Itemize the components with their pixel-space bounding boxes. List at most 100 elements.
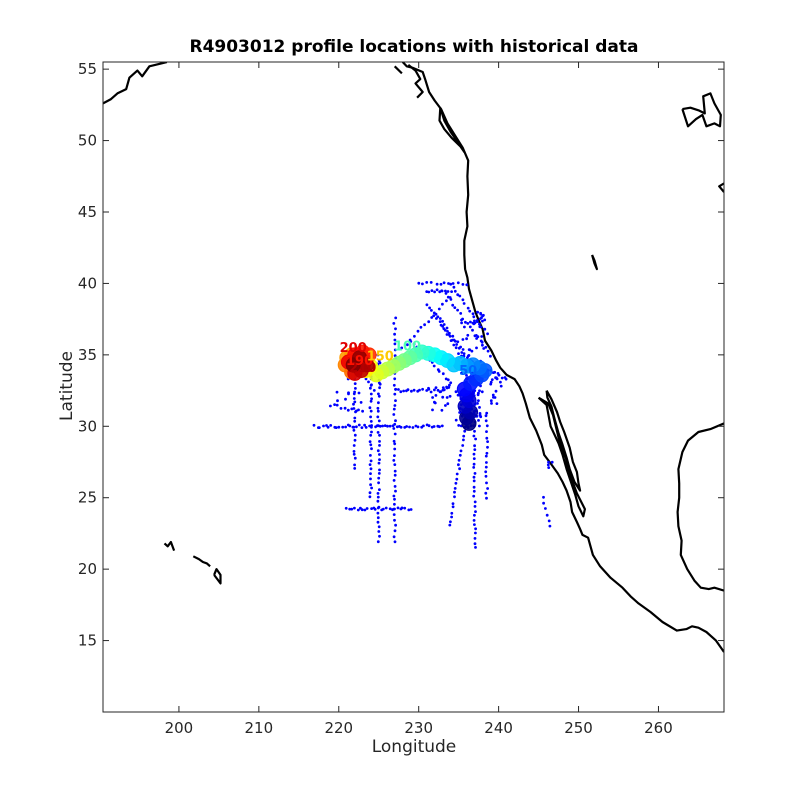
historical-point [393,507,396,511]
historical-point [376,409,380,413]
historical-point [425,389,429,392]
historical-point [448,394,452,398]
historical-point [437,370,441,373]
profile-number-label: 100 [394,340,421,355]
historical-point [491,393,495,397]
historical-point [353,467,357,470]
historical-point [392,427,396,430]
historical-point [394,419,397,423]
historical-point [442,323,446,326]
historical-point [416,329,420,333]
historical-point [418,388,421,392]
x-tick-label: 210 [245,719,274,737]
historical-point [383,424,387,427]
historical-point [368,406,372,410]
historical-point [441,319,444,323]
historical-point [394,489,397,493]
historical-point [381,507,385,511]
historical-point [377,424,380,428]
historical-point [434,386,438,389]
historical-point [394,327,397,331]
historical-point [425,290,429,293]
historical-point [478,406,481,409]
historical-point [376,516,380,520]
historical-point [360,426,364,429]
historical-point [386,424,389,428]
historical-point [465,337,468,341]
historical-point [376,499,380,503]
historical-point [378,361,382,365]
historical-point [473,444,476,448]
historical-point [329,404,332,408]
historical-point [454,346,458,350]
historical-point [416,425,420,429]
historical-point [463,325,466,329]
historical-point [483,318,487,322]
historical-point [438,320,442,323]
historical-point [333,403,336,406]
chart-title: R4903012 profile locations with historic… [189,37,638,57]
historical-point [433,290,436,294]
historical-point [353,506,356,510]
historical-point [486,332,489,336]
historical-point [370,447,373,451]
historical-point [456,340,460,344]
historical-point [479,415,483,419]
historical-point [393,377,397,381]
y-tick-label: 45 [78,203,97,221]
historical-point [446,402,450,406]
profile-marker [345,357,361,373]
profile-number-label: 150 [367,350,394,365]
historical-point [352,452,356,456]
historical-point [471,321,475,325]
historical-point [392,479,396,482]
historical-point [357,408,360,412]
historical-point [419,325,423,329]
historical-point [475,320,479,323]
historical-point [343,406,347,410]
historical-point [369,384,373,387]
historical-point [376,415,380,419]
historical-point [484,491,488,495]
historical-point [545,513,549,517]
historical-point [352,428,356,432]
historical-point [459,312,463,315]
historical-point [445,333,449,336]
historical-point [353,438,357,442]
historical-point [449,282,453,286]
historical-point [447,282,450,285]
historical-point [399,425,403,429]
historical-point [388,424,392,428]
historical-point [378,453,381,456]
historical-point [364,377,368,381]
historical-point [473,472,477,475]
historical-point [353,416,357,420]
historical-point [454,390,458,394]
historical-point [427,424,431,428]
historical-point [378,382,382,386]
historical-point [441,372,445,376]
historical-point [472,434,476,438]
historical-point [410,389,413,393]
historical-point [449,520,452,524]
historical-point [455,472,459,476]
historical-point [422,424,425,428]
historical-point [462,352,466,355]
x-tick-label: 220 [324,719,353,737]
historical-point [546,463,550,467]
historical-point [353,433,357,437]
historical-point [442,281,446,285]
historical-point [393,338,397,342]
historical-point [500,376,504,380]
historical-point [377,419,381,423]
historical-point [458,453,462,457]
historical-point [393,485,397,488]
historical-point [392,513,396,516]
historical-point [445,385,448,389]
historical-point [378,433,381,437]
historical-point [472,457,476,460]
historical-point [485,411,489,415]
historical-point [542,495,545,499]
historical-point [370,507,373,510]
historical-point [336,399,339,403]
